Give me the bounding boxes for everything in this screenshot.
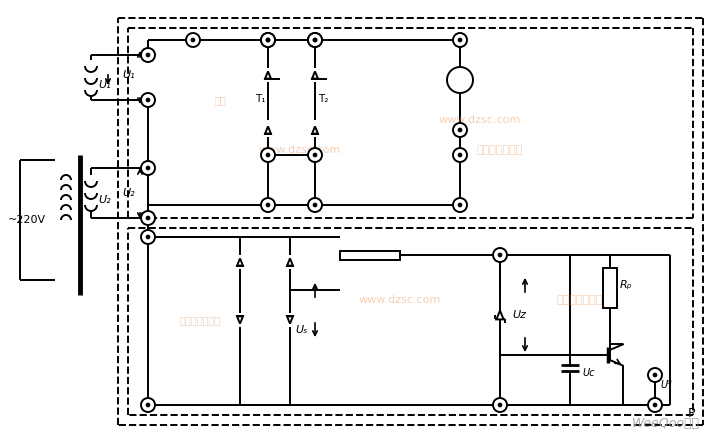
Polygon shape [265, 127, 271, 134]
Circle shape [648, 398, 662, 412]
Circle shape [146, 235, 150, 239]
Circle shape [141, 161, 155, 175]
Text: U₂: U₂ [122, 188, 135, 198]
Circle shape [141, 398, 155, 412]
Text: P: P [688, 407, 695, 420]
Circle shape [261, 198, 275, 212]
Polygon shape [237, 317, 243, 324]
Circle shape [146, 403, 150, 407]
Circle shape [261, 33, 275, 47]
Circle shape [308, 148, 322, 162]
Bar [603, 268, 617, 308]
Circle shape [146, 166, 150, 170]
Circle shape [308, 33, 322, 47]
Polygon shape [312, 71, 318, 78]
Circle shape [266, 38, 270, 42]
Circle shape [141, 230, 155, 244]
Text: 维库电子市场网: 维库电子市场网 [179, 315, 220, 325]
Circle shape [648, 368, 662, 382]
Circle shape [313, 203, 317, 207]
Circle shape [653, 373, 657, 377]
Circle shape [308, 198, 322, 212]
Text: www.dzsc.com: www.dzsc.com [259, 145, 341, 155]
Circle shape [141, 48, 155, 62]
Text: T₂: T₂ [318, 94, 328, 104]
Text: U₂: U₂ [98, 195, 111, 205]
Circle shape [498, 253, 502, 257]
Polygon shape [312, 127, 318, 134]
Circle shape [146, 53, 150, 57]
Text: www.dzsc.com: www.dzsc.com [439, 115, 521, 125]
Circle shape [146, 216, 150, 220]
Circle shape [458, 203, 462, 207]
Text: Rₚ: Rₚ [620, 280, 632, 290]
Polygon shape [265, 71, 271, 78]
Circle shape [191, 38, 195, 42]
Text: Uᴄ: Uᴄ [582, 368, 595, 378]
Circle shape [266, 38, 270, 42]
Circle shape [447, 67, 473, 93]
Bar [340, 250, 400, 259]
Text: Uᴳ: Uᴳ [660, 380, 672, 390]
Circle shape [186, 33, 200, 47]
Text: Uₛ: Uₛ [295, 325, 307, 335]
Circle shape [146, 98, 150, 102]
Text: U₁: U₁ [122, 70, 135, 80]
Text: WeeQoo维库: WeeQoo维库 [632, 417, 700, 430]
Circle shape [453, 198, 467, 212]
Polygon shape [287, 258, 293, 265]
Circle shape [453, 123, 467, 137]
Circle shape [458, 128, 462, 132]
Circle shape [313, 153, 317, 157]
Circle shape [453, 33, 467, 47]
Circle shape [266, 153, 270, 157]
Polygon shape [287, 317, 293, 324]
Text: 维库电子市场网: 维库电子市场网 [557, 295, 603, 305]
Circle shape [498, 403, 502, 407]
Circle shape [493, 398, 507, 412]
Circle shape [141, 211, 155, 225]
Text: T₁: T₁ [256, 94, 266, 104]
Text: 维库电子市场网: 维库电子市场网 [477, 145, 523, 155]
Polygon shape [237, 258, 243, 265]
Text: Uᴢ: Uᴢ [512, 310, 526, 320]
Circle shape [261, 148, 275, 162]
Circle shape [458, 153, 462, 157]
Circle shape [458, 38, 462, 42]
Text: ~220V: ~220V [8, 215, 46, 225]
Text: 维库: 维库 [214, 95, 226, 105]
Circle shape [308, 33, 322, 47]
Circle shape [313, 38, 317, 42]
Circle shape [453, 148, 467, 162]
Circle shape [493, 248, 507, 262]
Circle shape [313, 38, 317, 42]
Circle shape [141, 93, 155, 107]
Circle shape [261, 33, 275, 47]
Circle shape [653, 403, 657, 407]
Text: www.dzsc.com: www.dzsc.com [359, 295, 441, 305]
Polygon shape [496, 310, 503, 319]
Text: U₁: U₁ [98, 80, 111, 90]
Circle shape [266, 203, 270, 207]
